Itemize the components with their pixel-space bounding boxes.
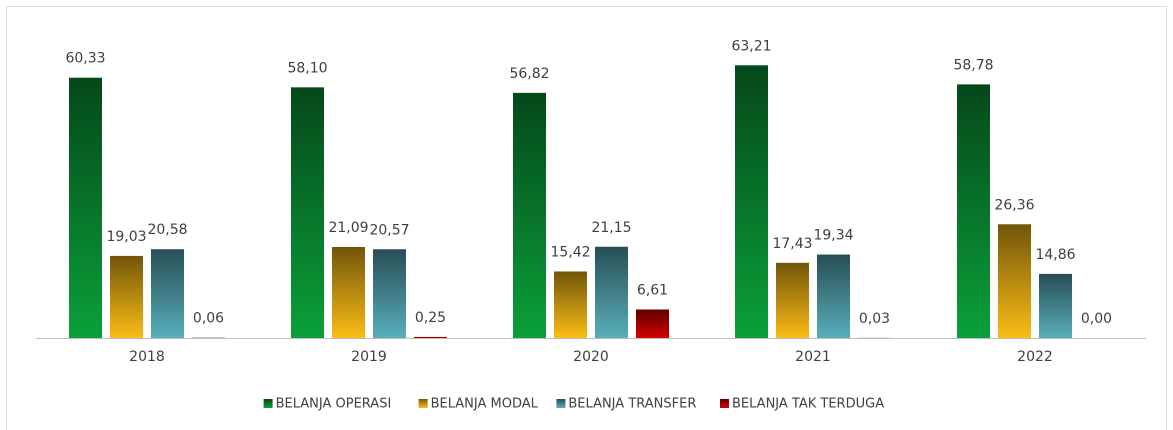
- bar: [735, 65, 768, 338]
- data-label: 21,09: [328, 220, 368, 236]
- legend: BELANJA OPERASI BELANJA MODAL BELANJA TRAN…: [263, 397, 884, 412]
- data-label: 58,10: [287, 60, 327, 76]
- legend-label: BELANJA MODAL: [431, 397, 539, 412]
- data-label: 56,82: [509, 66, 549, 82]
- data-label: 19,34: [813, 228, 853, 244]
- bar: [110, 255, 143, 338]
- legend-label: BELANJA TRANSFER: [568, 397, 696, 412]
- chart-frame: [6, 6, 1167, 430]
- data-label: 0,06: [193, 311, 224, 327]
- bar: [414, 336, 447, 338]
- data-label: 20,57: [369, 222, 409, 238]
- data-label: 20,58: [147, 222, 187, 238]
- bar: [151, 249, 184, 338]
- bar: [595, 246, 628, 338]
- data-label: 0,25: [415, 310, 446, 326]
- bar: [554, 271, 587, 338]
- bar: [69, 77, 102, 338]
- bar: [776, 262, 809, 338]
- data-label: 21,15: [591, 220, 631, 236]
- legend-swatch: [418, 399, 428, 408]
- bar: [332, 247, 365, 338]
- data-label: 60,33: [65, 51, 105, 67]
- bar: [957, 84, 990, 339]
- x-tick-label: 2021: [795, 349, 831, 365]
- x-tick-label: 2022: [1017, 349, 1053, 365]
- x-tick-label: 2019: [351, 349, 387, 365]
- data-label: 17,43: [772, 236, 812, 252]
- legend-swatch: [556, 399, 566, 408]
- data-label: 58,78: [953, 57, 993, 73]
- data-label: 0,03: [859, 311, 890, 327]
- data-label: 14,86: [1035, 247, 1075, 263]
- legend-swatch: [263, 399, 273, 408]
- data-label: 15,42: [550, 244, 590, 260]
- bar: [636, 309, 669, 338]
- bar: [1039, 273, 1072, 338]
- data-label: 19,03: [106, 229, 146, 245]
- bar: [513, 92, 546, 338]
- bar: [373, 249, 406, 338]
- legend-swatch: [720, 399, 729, 408]
- data-label: 6,61: [637, 282, 668, 298]
- bar: [817, 254, 850, 338]
- data-label: 63,21: [731, 38, 771, 54]
- bar: [291, 87, 324, 338]
- bar: [998, 224, 1031, 338]
- legend-label: BELANJA TAK TERDUGA: [732, 397, 884, 412]
- x-tick-label: 2020: [573, 349, 609, 365]
- legend-label: BELANJA OPERASI: [276, 397, 392, 412]
- data-label: 0,00: [1081, 311, 1112, 327]
- data-label: 26,36: [994, 197, 1034, 213]
- x-tick-label: 2018: [129, 349, 165, 365]
